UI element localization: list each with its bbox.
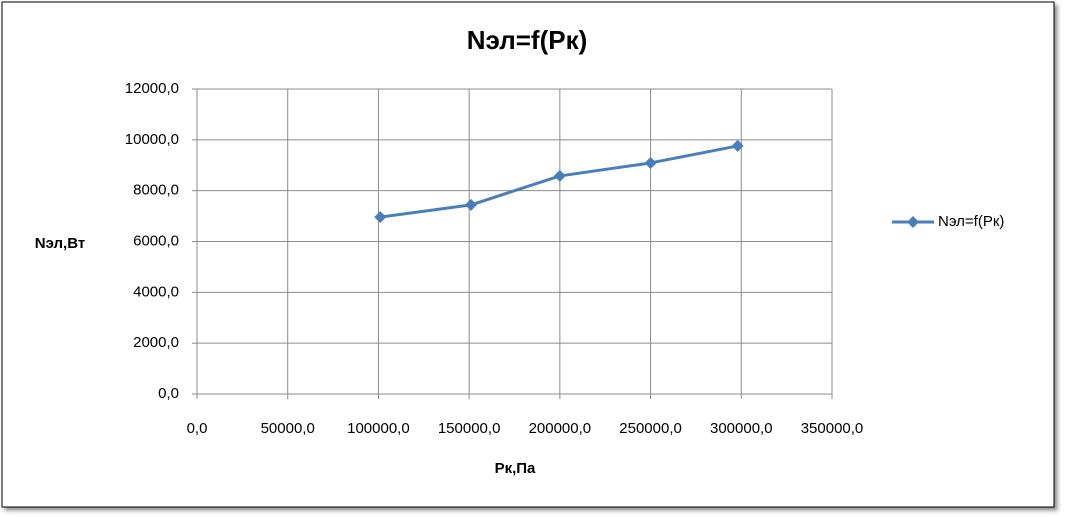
y-tick-label: 8000,0	[133, 182, 179, 199]
y-tick-label: 6000,0	[133, 232, 179, 249]
y-axis-label: Nэл,Вт	[35, 235, 85, 252]
x-tick-label: 50000,0	[261, 420, 315, 437]
data-point	[464, 198, 477, 211]
legend-label: Nэл=f(Pк)	[938, 213, 1004, 230]
x-tick-label: 0,0	[187, 420, 208, 437]
y-tick-label: 4000,0	[133, 283, 179, 300]
x-tick-label: 300000,0	[710, 420, 773, 437]
data-point	[731, 139, 744, 152]
y-tick-label: 10000,0	[125, 131, 179, 148]
x-tick-label: 200000,0	[529, 420, 592, 437]
x-tick-label: 350000,0	[801, 420, 864, 437]
x-tick-label: 150000,0	[438, 420, 501, 437]
y-tick-label: 0,0	[158, 385, 179, 402]
legend-marker	[907, 216, 919, 228]
y-tick-label: 2000,0	[133, 334, 179, 351]
y-tick-label: 12000,0	[125, 80, 179, 97]
x-tick-label: 250000,0	[619, 420, 682, 437]
x-axis-label: Pк,Па	[495, 460, 536, 477]
x-tick-label: 100000,0	[347, 420, 410, 437]
data-point	[644, 156, 657, 169]
chart-frame	[1, 1, 1055, 508]
data-point	[553, 169, 566, 182]
data-point	[374, 211, 387, 224]
chart-title: Nэл=f(Pк)	[467, 25, 588, 55]
